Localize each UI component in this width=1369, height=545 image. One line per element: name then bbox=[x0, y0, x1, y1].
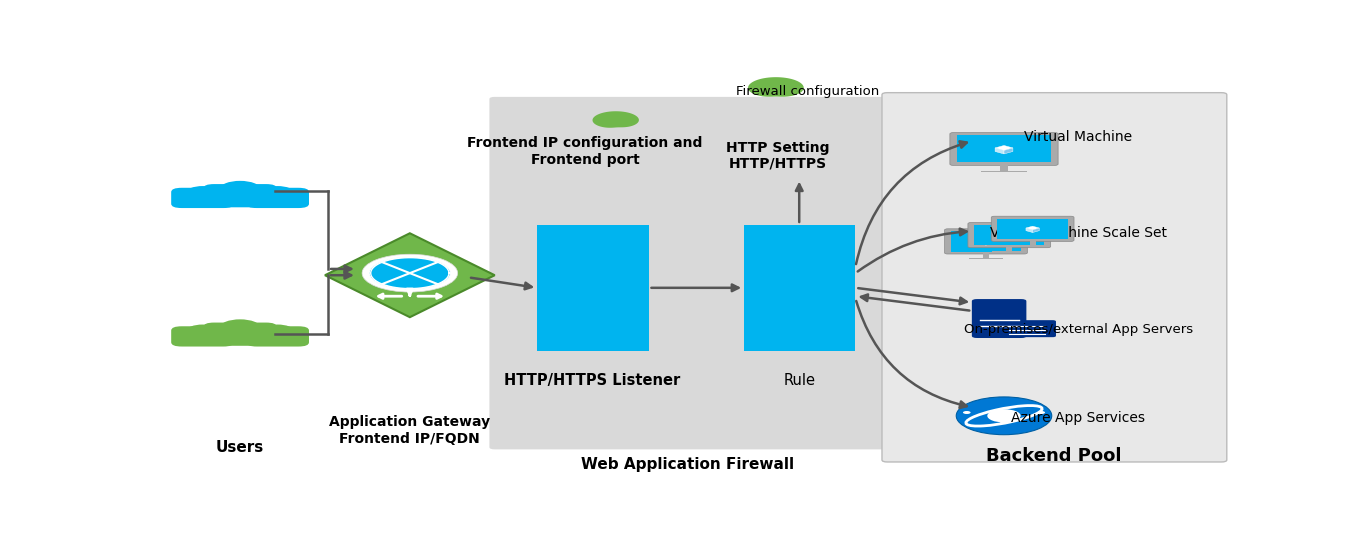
Polygon shape bbox=[1025, 226, 1039, 230]
FancyBboxPatch shape bbox=[490, 97, 887, 450]
Bar bbox=[951, 231, 1021, 252]
Circle shape bbox=[361, 254, 457, 292]
Bar bbox=[983, 252, 988, 258]
FancyBboxPatch shape bbox=[246, 188, 309, 208]
FancyBboxPatch shape bbox=[204, 323, 277, 346]
FancyBboxPatch shape bbox=[171, 326, 234, 347]
Bar bbox=[999, 164, 1008, 171]
Bar bbox=[975, 225, 1045, 245]
Circle shape bbox=[261, 324, 294, 337]
Polygon shape bbox=[979, 240, 986, 245]
Ellipse shape bbox=[212, 194, 268, 202]
Polygon shape bbox=[995, 146, 1013, 150]
Bar bbox=[957, 136, 1051, 162]
Polygon shape bbox=[1032, 228, 1039, 233]
Circle shape bbox=[186, 186, 219, 199]
Circle shape bbox=[186, 324, 219, 337]
Bar bbox=[537, 225, 649, 351]
Bar bbox=[969, 258, 1003, 259]
Bar bbox=[998, 219, 1068, 239]
Circle shape bbox=[1038, 411, 1045, 414]
FancyBboxPatch shape bbox=[246, 326, 309, 347]
Text: Backend Pool: Backend Pool bbox=[986, 447, 1121, 465]
Text: Frontend IP configuration and
Frontend port: Frontend IP configuration and Frontend p… bbox=[467, 136, 702, 167]
Polygon shape bbox=[1002, 234, 1009, 239]
Polygon shape bbox=[1009, 234, 1016, 239]
FancyBboxPatch shape bbox=[972, 299, 1027, 338]
Polygon shape bbox=[324, 233, 494, 317]
Bar bbox=[1016, 245, 1050, 246]
FancyBboxPatch shape bbox=[945, 229, 1027, 254]
Text: Azure App Services: Azure App Services bbox=[1012, 411, 1146, 425]
Circle shape bbox=[370, 257, 450, 289]
Polygon shape bbox=[1002, 233, 1016, 236]
Text: Application Gateway
Frontend IP/FQDN: Application Gateway Frontend IP/FQDN bbox=[330, 415, 490, 446]
Bar bbox=[1006, 246, 1012, 252]
Ellipse shape bbox=[255, 335, 300, 342]
Text: Virtual Machine: Virtual Machine bbox=[1024, 130, 1132, 144]
FancyBboxPatch shape bbox=[204, 184, 277, 207]
Text: Virtual Machine Scale Set: Virtual Machine Scale Set bbox=[990, 226, 1166, 240]
Polygon shape bbox=[747, 77, 804, 96]
Polygon shape bbox=[995, 148, 1003, 154]
Circle shape bbox=[957, 397, 1051, 435]
Ellipse shape bbox=[179, 197, 226, 203]
Polygon shape bbox=[986, 240, 993, 245]
FancyBboxPatch shape bbox=[991, 216, 1075, 241]
Circle shape bbox=[220, 319, 260, 335]
Circle shape bbox=[220, 181, 260, 197]
Text: HTTP/HTTPS Listener: HTTP/HTTPS Listener bbox=[504, 373, 680, 387]
Circle shape bbox=[1001, 421, 1008, 424]
Polygon shape bbox=[1025, 228, 1032, 233]
Text: Firewall configuration: Firewall configuration bbox=[737, 85, 879, 98]
Bar bbox=[1029, 240, 1036, 245]
Ellipse shape bbox=[212, 332, 268, 341]
Ellipse shape bbox=[179, 335, 226, 342]
FancyBboxPatch shape bbox=[171, 188, 234, 208]
Text: Users: Users bbox=[216, 440, 264, 455]
Bar bbox=[993, 251, 1027, 252]
FancyBboxPatch shape bbox=[950, 132, 1058, 165]
Ellipse shape bbox=[255, 197, 300, 203]
Circle shape bbox=[962, 411, 971, 414]
FancyBboxPatch shape bbox=[1001, 320, 1055, 337]
FancyBboxPatch shape bbox=[882, 93, 1227, 462]
Bar bbox=[745, 225, 856, 351]
Text: On-premises/external App Servers: On-premises/external App Servers bbox=[964, 323, 1192, 336]
Text: HTTP Setting
HTTP/HTTPS: HTTP Setting HTTP/HTTPS bbox=[726, 141, 830, 171]
Text: Web Application Firewall: Web Application Firewall bbox=[582, 457, 794, 471]
Circle shape bbox=[987, 409, 1021, 422]
FancyBboxPatch shape bbox=[968, 222, 1050, 247]
Circle shape bbox=[261, 186, 294, 199]
Polygon shape bbox=[979, 239, 993, 243]
Polygon shape bbox=[1003, 148, 1013, 154]
Polygon shape bbox=[593, 111, 639, 128]
Bar bbox=[982, 171, 1027, 172]
Text: Rule: Rule bbox=[783, 373, 815, 387]
